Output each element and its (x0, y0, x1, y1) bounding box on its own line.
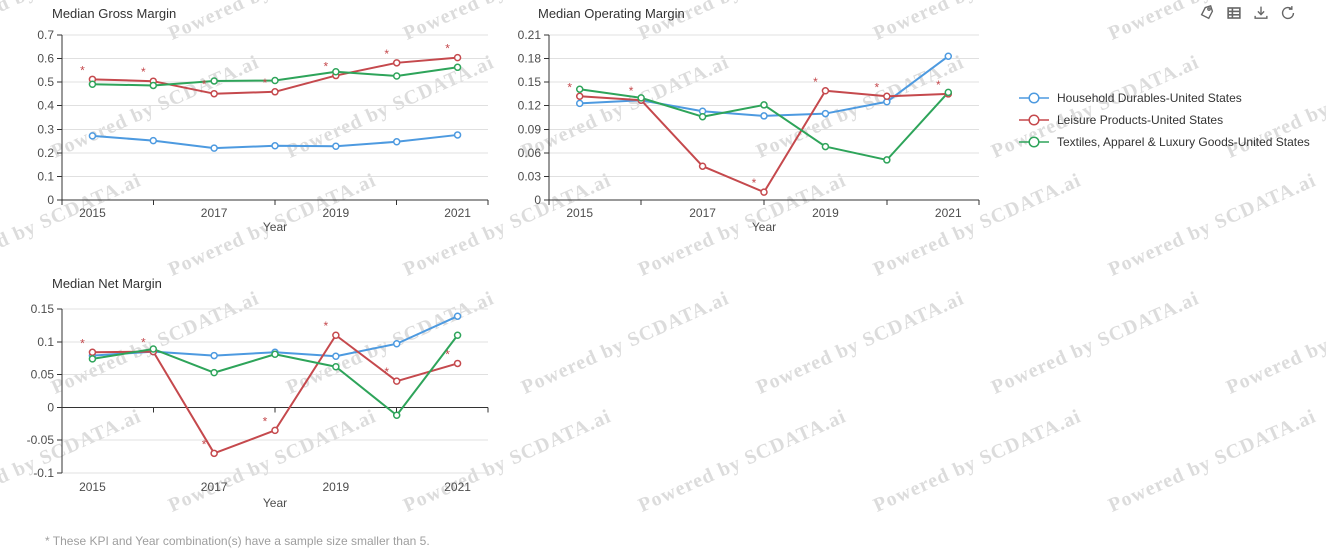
svg-text:2019: 2019 (323, 206, 350, 220)
plot-area: 0 0.1 0.2 0.3 0.4 0.5 0.6 0.7 2015 2017 2019 2021 Ye… (37, 28, 489, 234)
operating-margin-chart: Median Operating Margin 0 0.03 0.06 0.09 0.1… (518, 6, 980, 234)
watermark-text: Powered by SCDATA.ai (1105, 169, 1320, 281)
svg-text:2015: 2015 (79, 480, 106, 494)
svg-text:2019: 2019 (323, 480, 350, 494)
svg-text:0.2: 0.2 (37, 146, 54, 160)
svg-text:2021: 2021 (935, 206, 962, 220)
svg-text:-0.1: -0.1 (33, 466, 54, 480)
plot-area: -0.1 -0.05 0 0.05 0.1 0.15 2015 2017 2019 2021 Yea… (27, 302, 489, 510)
tag-icon[interactable] (1199, 5, 1215, 21)
svg-text:0.15: 0.15 (31, 302, 55, 316)
download-icon[interactable] (1253, 5, 1269, 21)
svg-text:*: * (875, 80, 880, 94)
svg-text:0.05: 0.05 (31, 368, 55, 382)
svg-text:*: * (202, 78, 207, 92)
legend-item-household-durables[interactable]: Household Durables-United States (1018, 91, 1310, 105)
refresh-icon[interactable] (1280, 5, 1296, 21)
svg-text:2015: 2015 (566, 206, 593, 220)
watermark-text: Powered by SCDATA.ai (518, 287, 733, 399)
svg-text:Year: Year (263, 496, 287, 510)
svg-text:2017: 2017 (689, 206, 716, 220)
watermark-text: Powered by SCDATA.ai (1105, 405, 1320, 517)
svg-text:*: * (141, 336, 146, 350)
svg-text:*: * (629, 84, 634, 98)
chart-title: Median Net Margin (52, 276, 162, 291)
svg-text:*: * (384, 365, 389, 379)
svg-text:*: * (384, 47, 389, 61)
svg-text:Year: Year (752, 220, 776, 234)
svg-text:*: * (263, 414, 268, 428)
svg-text:0: 0 (47, 400, 54, 414)
svg-text:*: * (567, 80, 572, 94)
watermark-text: Powered by SCDATA.ai (635, 405, 850, 517)
legend-item-leisure-products[interactable]: Leisure Products-United States (1018, 113, 1310, 127)
svg-text:*: * (445, 347, 450, 361)
svg-text:0.06: 0.06 (518, 146, 542, 160)
watermark-text: Powered by SCDATA.ai (870, 405, 1085, 517)
svg-text:*: * (324, 60, 329, 74)
chart-title: Median Operating Margin (538, 6, 685, 21)
gross-margin-chart: Median Gross Margin 00.10.20.30.40.50.60… (37, 6, 489, 234)
legend-item-textiles-apparel-luxury[interactable]: Textiles, Apparel & Luxury Goods-United … (1018, 135, 1310, 149)
svg-text:*: * (80, 63, 85, 77)
svg-text:*: * (263, 76, 268, 90)
legend: Household Durables-United States Leisure… (1018, 91, 1310, 157)
svg-text:2017: 2017 (201, 206, 228, 220)
watermark-text: Powered by SCDATA.ai (1223, 287, 1332, 399)
chart-title: Median Gross Margin (52, 6, 176, 21)
svg-text:0.21: 0.21 (518, 28, 542, 42)
svg-text:*: * (445, 42, 450, 56)
svg-text:*: * (141, 65, 146, 79)
svg-text:0.12: 0.12 (518, 99, 542, 113)
svg-text:0.03: 0.03 (518, 169, 542, 183)
svg-text:0.1: 0.1 (37, 169, 54, 183)
svg-text:0.7: 0.7 (37, 28, 54, 42)
svg-text:0.09: 0.09 (518, 122, 542, 136)
svg-text:*: * (813, 75, 818, 89)
svg-text:2019: 2019 (812, 206, 839, 220)
svg-text:-0.05: -0.05 (27, 433, 55, 447)
svg-text:*: * (324, 319, 329, 333)
svg-text:0: 0 (47, 193, 54, 207)
chart-toolbar (1199, 5, 1296, 21)
watermark-text: Powered by SCDATA.ai (988, 287, 1203, 399)
svg-text:Year: Year (263, 220, 287, 234)
legend-label: Leisure Products-United States (1057, 113, 1224, 127)
svg-text:0.4: 0.4 (37, 99, 54, 113)
svg-text:2017: 2017 (201, 480, 228, 494)
svg-text:0.3: 0.3 (37, 122, 54, 136)
svg-text:0.1: 0.1 (37, 335, 54, 349)
svg-text:*: * (202, 437, 207, 451)
legend-marker-icon (1019, 92, 1049, 104)
legend-marker-icon (1019, 114, 1049, 126)
data-table-icon[interactable] (1226, 5, 1242, 21)
plot-area: 0 0.03 0.06 0.09 0.12 0.15 0.18 0.21 2015 2017 201… (518, 28, 980, 234)
svg-text:0.6: 0.6 (37, 52, 54, 66)
watermark-text: Powered by SCDATA.ai (753, 287, 968, 399)
footnote: * These KPI and Year combination(s) have… (45, 534, 430, 548)
svg-text:2015: 2015 (79, 206, 106, 220)
svg-text:0.18: 0.18 (518, 52, 542, 66)
svg-text:*: * (752, 176, 757, 190)
svg-text:0.5: 0.5 (37, 75, 54, 89)
net-margin-chart: Median Net Margin -0.1 -0.05 0 0.05 0.1 0.15 2… (27, 276, 489, 510)
legend-label: Household Durables-United States (1057, 91, 1242, 105)
svg-text:*: * (936, 78, 941, 92)
legend-marker-icon (1019, 136, 1049, 148)
svg-text:2021: 2021 (444, 480, 471, 494)
svg-text:0.15: 0.15 (518, 75, 542, 89)
svg-text:*: * (80, 336, 85, 350)
svg-text:2021: 2021 (444, 206, 471, 220)
legend-label: Textiles, Apparel & Luxury Goods-United … (1057, 135, 1310, 149)
svg-text:0: 0 (534, 193, 541, 207)
